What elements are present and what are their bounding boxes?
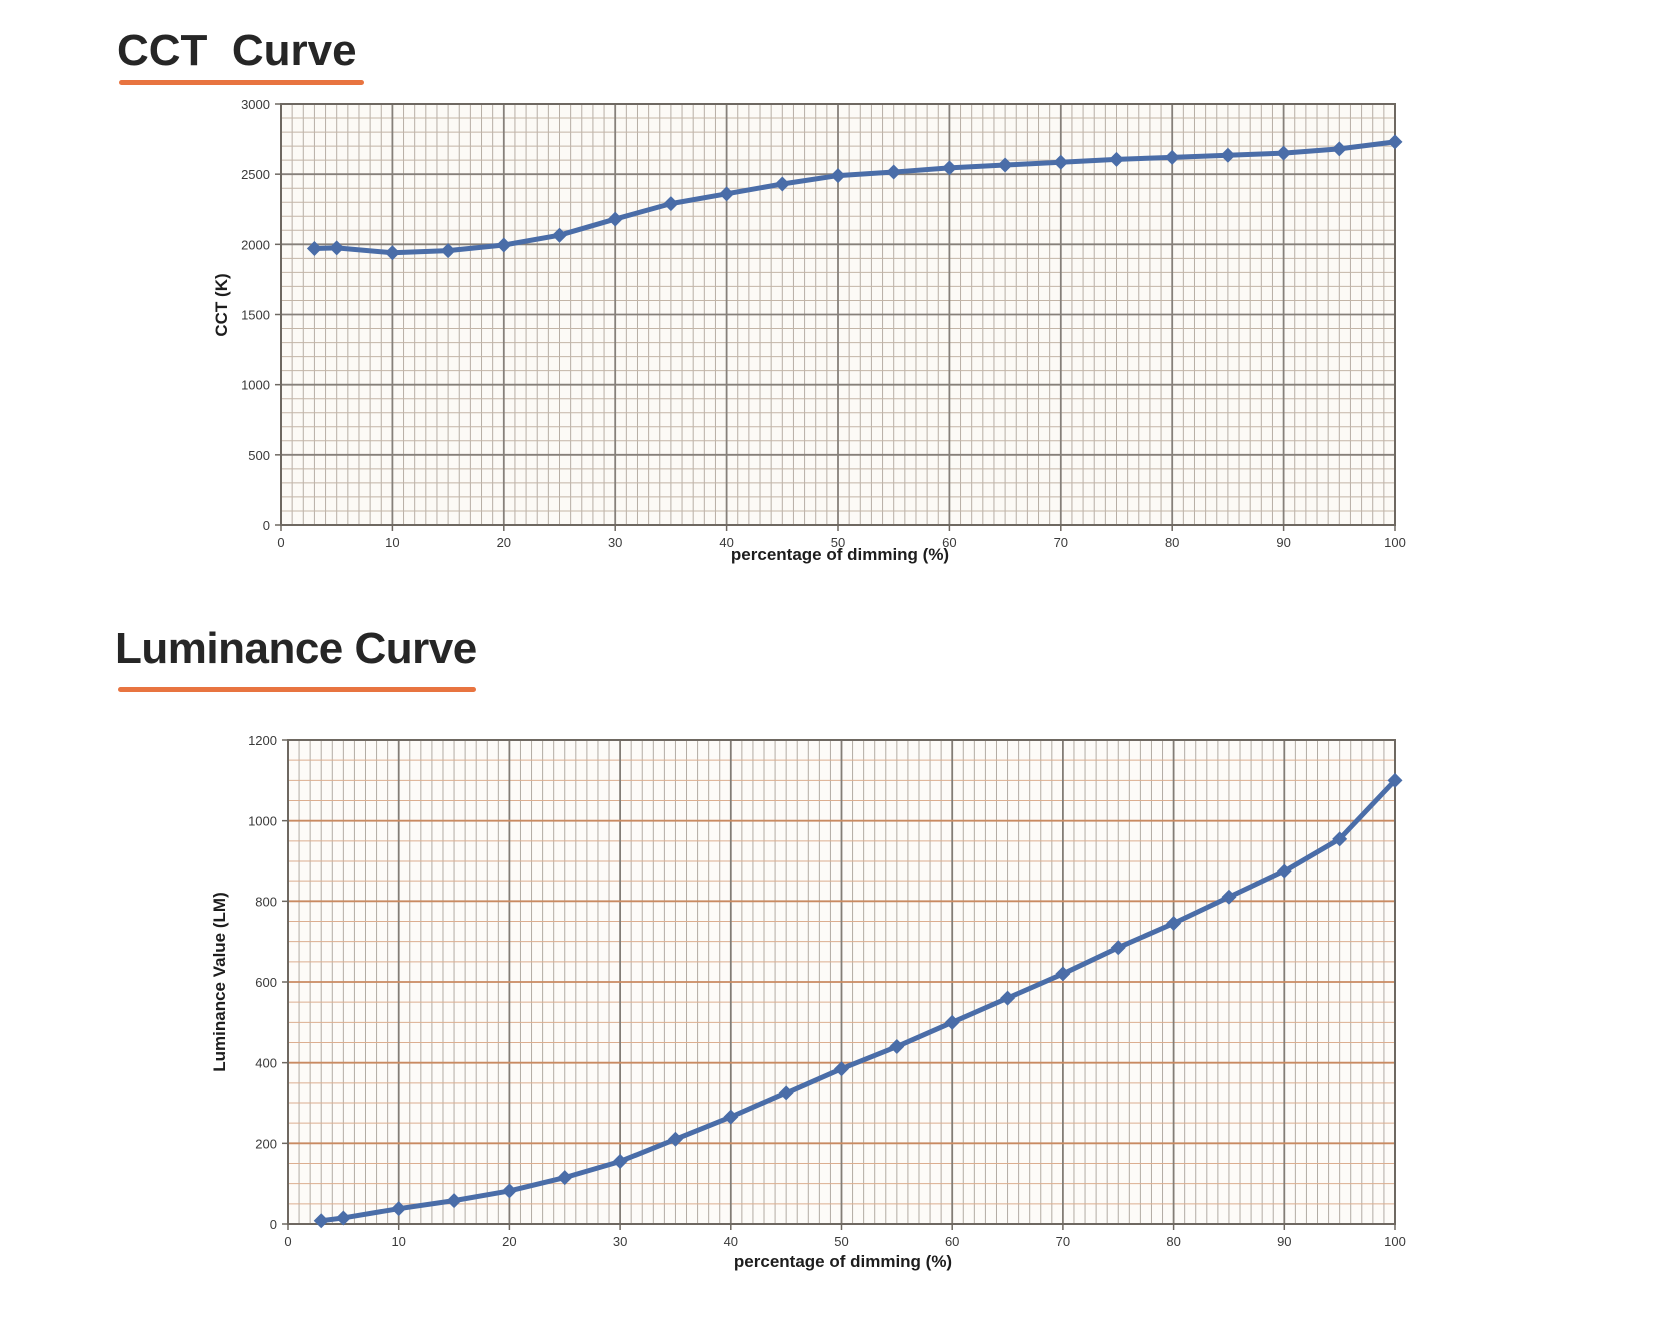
data-point-marker xyxy=(1166,916,1182,932)
luminance-x-axis-title: percentage of dimming (%) xyxy=(733,1252,953,1271)
y-tick-label: 1000 xyxy=(248,814,277,829)
data-point-marker xyxy=(557,1170,573,1186)
y-tick-label: 0 xyxy=(263,518,270,533)
data-point-marker xyxy=(1331,141,1347,157)
x-tick-label: 60 xyxy=(945,1234,959,1249)
data-point-marker xyxy=(663,196,679,212)
data-point-marker xyxy=(1110,940,1126,956)
y-tick-label: 1000 xyxy=(241,378,270,393)
data-point-marker xyxy=(306,241,322,257)
data-point-marker xyxy=(496,237,512,253)
series-markers xyxy=(306,134,1403,261)
luminance-chart-title: Luminance Curve xyxy=(115,624,477,673)
x-tick-label: 70 xyxy=(1056,1234,1070,1249)
data-point-marker xyxy=(1055,966,1071,982)
data-point-marker xyxy=(723,1109,739,1125)
data-point-marker xyxy=(1276,863,1292,879)
x-tick-label: 70 xyxy=(1054,535,1068,550)
x-tick-label: 50 xyxy=(834,1234,848,1249)
x-tick-label: 100 xyxy=(1384,535,1406,550)
data-point-marker xyxy=(1221,889,1237,905)
data-point-marker xyxy=(607,211,623,227)
data-point-marker xyxy=(997,157,1013,173)
data-point-marker xyxy=(335,1210,351,1226)
data-point-marker xyxy=(941,160,957,176)
x-tick-label: 100 xyxy=(1384,1234,1406,1249)
y-tick-label: 600 xyxy=(255,975,277,990)
data-point-marker xyxy=(1164,149,1180,165)
y-tick-label: 1200 xyxy=(248,733,277,748)
axis-ticks: 0 10 20 30 40 50 60 70 80 90 100050010001500200025… xyxy=(241,97,1406,550)
x-tick-label: 50 xyxy=(831,535,845,550)
data-point-marker xyxy=(834,1061,849,1077)
series-markers xyxy=(313,772,1403,1229)
data-point-marker xyxy=(1053,154,1069,170)
data-point-marker xyxy=(667,1131,683,1147)
x-tick-label: 10 xyxy=(385,535,399,550)
data-point-marker xyxy=(384,245,400,261)
x-tick-label: 10 xyxy=(391,1234,405,1249)
data-point-marker xyxy=(446,1193,462,1209)
data-point-marker xyxy=(774,176,790,192)
x-tick-label: 60 xyxy=(942,535,956,550)
x-tick-label: 30 xyxy=(613,1234,627,1249)
data-point-marker xyxy=(830,168,846,184)
axis-ticks: 0 10 20 30 40 50 60 70 80 90 100020040060080010001… xyxy=(248,733,1406,1249)
data-point-marker xyxy=(886,164,902,180)
cct-title-underline xyxy=(119,80,364,85)
x-tick-label: 0 xyxy=(277,535,284,550)
data-point-marker xyxy=(778,1085,794,1101)
y-tick-label: 2000 xyxy=(241,237,270,252)
data-point-marker xyxy=(440,243,456,259)
data-point-marker xyxy=(612,1153,628,1169)
y-tick-label: 3000 xyxy=(241,97,270,112)
luminance-chart-plot: 0 10 20 30 40 50 60 70 80 90 100020040060080010001… xyxy=(248,733,1406,1249)
data-point-marker xyxy=(391,1201,407,1217)
cct-x-axis-title: percentage of dimming (%) xyxy=(730,545,950,564)
luminance-title-underline xyxy=(118,687,476,692)
data-point-marker xyxy=(1387,134,1403,150)
x-tick-label: 0 xyxy=(284,1234,291,1249)
x-tick-label: 90 xyxy=(1276,535,1290,550)
x-tick-label: 40 xyxy=(719,535,733,550)
x-tick-label: 90 xyxy=(1277,1234,1291,1249)
grid xyxy=(287,739,1396,1225)
cct-chart-title: CCT Curve xyxy=(117,26,357,75)
y-tick-label: 400 xyxy=(255,1056,277,1071)
y-tick-label: 1500 xyxy=(241,308,270,323)
x-tick-label: 30 xyxy=(608,535,622,550)
data-point-marker xyxy=(1332,831,1348,847)
y-tick-label: 200 xyxy=(255,1136,277,1151)
x-tick-label: 20 xyxy=(497,535,511,550)
data-point-marker xyxy=(1276,145,1292,161)
data-point-marker xyxy=(1220,147,1236,163)
data-point-marker xyxy=(313,1213,329,1229)
data-point-marker xyxy=(1109,151,1124,167)
data-point-marker xyxy=(1000,990,1016,1006)
y-tick-label: 2500 xyxy=(241,167,270,182)
data-point-marker xyxy=(889,1039,905,1055)
y-tick-label: 0 xyxy=(270,1217,277,1232)
x-tick-label: 40 xyxy=(724,1234,738,1249)
grid xyxy=(280,103,1396,526)
data-point-marker xyxy=(1387,772,1403,788)
x-tick-label: 80 xyxy=(1166,1234,1180,1249)
y-tick-label: 500 xyxy=(248,448,270,463)
x-tick-label: 80 xyxy=(1165,535,1179,550)
data-point-marker xyxy=(329,240,345,256)
x-tick-label: 20 xyxy=(502,1234,516,1249)
data-point-marker xyxy=(552,227,567,243)
data-point-marker xyxy=(944,1014,960,1030)
data-point-marker xyxy=(501,1183,517,1199)
cct-chart-plot: 0 10 20 30 40 50 60 70 80 90 100050010001500200025… xyxy=(241,97,1406,550)
data-point-marker xyxy=(719,186,735,202)
y-tick-label: 800 xyxy=(255,894,277,909)
